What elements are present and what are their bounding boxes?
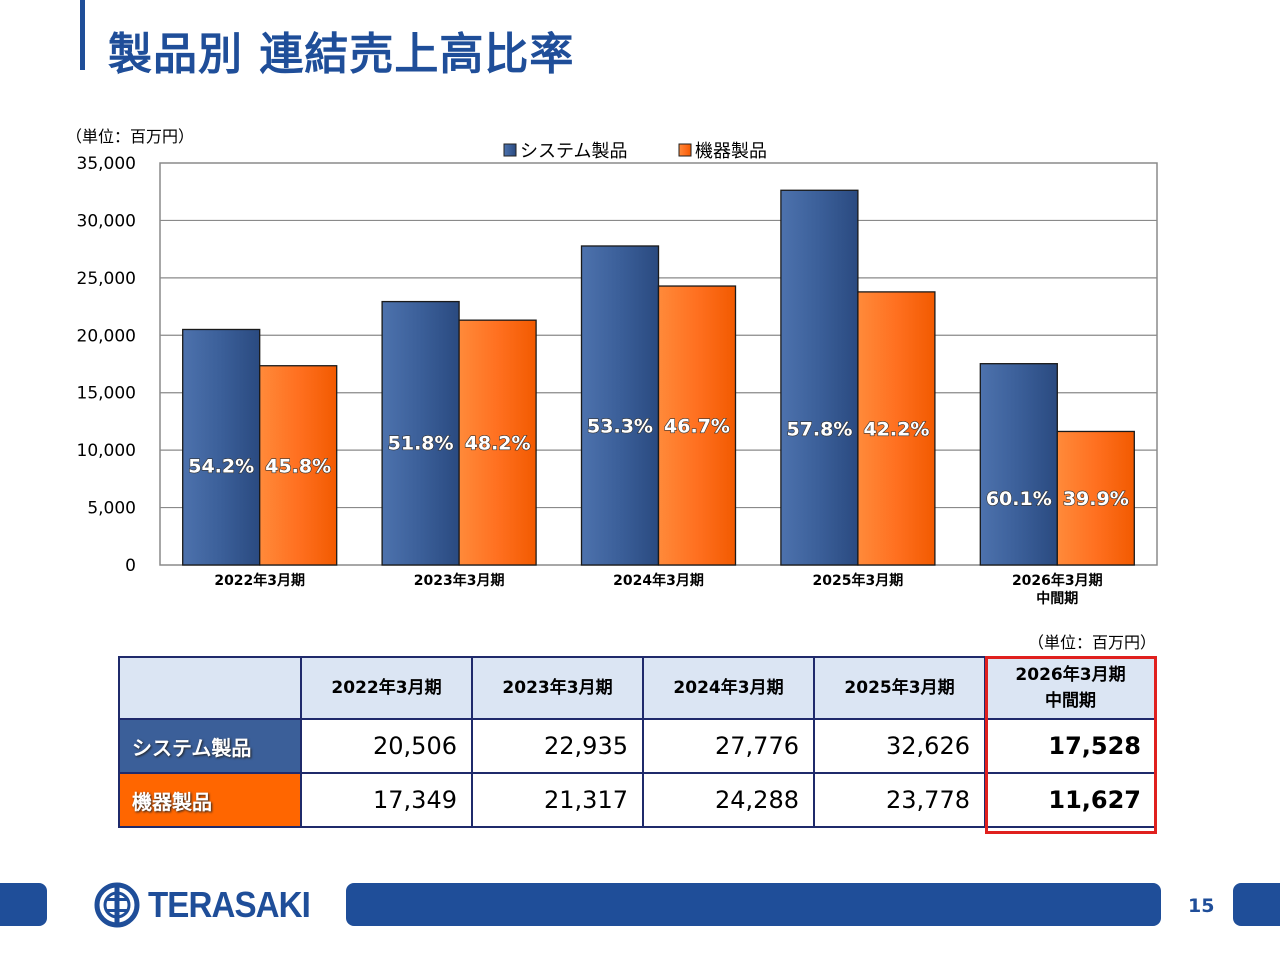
bar-device bbox=[458, 319, 537, 566]
table-cell-highlight: 17,528 bbox=[984, 718, 1157, 774]
y-tick-label: 30,000 bbox=[77, 211, 136, 231]
percent-label: 48.2% bbox=[465, 433, 531, 455]
percent-label: 45.8% bbox=[265, 455, 331, 477]
percent-label: 46.7% bbox=[664, 416, 730, 438]
table-header-cell: 2025年3月期 bbox=[813, 656, 986, 720]
x-tick-label: 2025年3月期 bbox=[813, 572, 904, 589]
table-row: 機器製品 17,349 21,317 24,288 23,778 11,627 bbox=[118, 772, 1157, 828]
table-cell: 17,349 bbox=[300, 772, 473, 828]
x-tick-label: 2026年3月期 bbox=[1012, 572, 1103, 589]
legend-label: システム製品 bbox=[520, 141, 627, 162]
x-tick-label: 2023年3月期 bbox=[414, 572, 505, 589]
bar-system bbox=[182, 328, 261, 566]
footer-bar bbox=[346, 883, 1161, 926]
sales-table: 2022年3月期 2023年3月期 2024年3月期 2025年3月期 2026… bbox=[118, 656, 1157, 828]
chart-unit-label: （単位：百万円） bbox=[66, 127, 195, 146]
table-header-row: 2022年3月期 2023年3月期 2024年3月期 2025年3月期 2026… bbox=[118, 656, 1157, 720]
bar-chart: 0 5,000 10,000 15,000 20,000 25,000 30,000 35,0… bbox=[77, 141, 1158, 607]
bar-system bbox=[979, 363, 1058, 566]
table-cell: 27,776 bbox=[642, 718, 815, 774]
table-row: システム製品 20,506 22,935 27,776 32,626 17,52… bbox=[118, 718, 1157, 774]
x-tick-label: 中間期 bbox=[1036, 590, 1078, 607]
table-cell: 23,778 bbox=[813, 772, 986, 828]
percent-label: 60.1% bbox=[986, 488, 1052, 510]
footer-left-bar bbox=[0, 883, 47, 926]
table-cell: 22,935 bbox=[471, 718, 644, 774]
x-tick-label: 2022年3月期 bbox=[214, 572, 305, 589]
legend-label: 機器製品 bbox=[695, 141, 767, 162]
table-header-cell: 2026年3月期 中間期 bbox=[984, 656, 1157, 720]
page-title: 製品別 連結売上高比率 bbox=[108, 29, 575, 80]
bar-device bbox=[259, 365, 338, 566]
table-cell-highlight: 11,627 bbox=[984, 772, 1157, 828]
table-header-cell: 2022年3月期 bbox=[300, 656, 473, 720]
bar-system bbox=[381, 300, 460, 566]
bar-device bbox=[1056, 430, 1135, 566]
bar-system bbox=[780, 189, 859, 566]
table-header-cell: 2024年3月期 bbox=[642, 656, 815, 720]
x-tick-label: 2024年3月期 bbox=[613, 572, 704, 589]
company-logo: TERASAKI bbox=[94, 882, 324, 928]
y-tick-label: 20,000 bbox=[77, 326, 136, 346]
table-cell: 20,506 bbox=[300, 718, 473, 774]
y-tick-label: 10,000 bbox=[77, 441, 136, 461]
footer-right-bar bbox=[1233, 883, 1280, 926]
percent-label: 42.2% bbox=[863, 418, 929, 440]
percent-label: 54.2% bbox=[188, 455, 254, 477]
legend-swatch bbox=[503, 143, 517, 157]
table-unit-label: （単位：百万円） bbox=[1027, 633, 1156, 652]
title-accent-bar bbox=[80, 0, 85, 70]
percent-label: 57.8% bbox=[786, 418, 852, 440]
logo-text: TERASAKI bbox=[148, 884, 311, 925]
y-tick-label: 15,000 bbox=[77, 384, 136, 404]
table-corner-cell bbox=[118, 656, 302, 720]
table-cell: 24,288 bbox=[642, 772, 815, 828]
y-tick-label: 35,000 bbox=[77, 154, 136, 174]
bar-device bbox=[857, 291, 936, 566]
page-number: 15 bbox=[1188, 895, 1215, 917]
table-header-year: 2026年3月期 bbox=[1015, 665, 1126, 685]
row-label-system: システム製品 bbox=[118, 718, 302, 774]
percent-label: 51.8% bbox=[388, 433, 454, 455]
table-cell: 21,317 bbox=[471, 772, 644, 828]
legend-swatch bbox=[678, 143, 692, 157]
percent-label: 53.3% bbox=[587, 416, 653, 438]
bar-device bbox=[657, 285, 737, 566]
table-cell: 32,626 bbox=[813, 718, 986, 774]
percent-label: 39.9% bbox=[1063, 488, 1129, 510]
y-tick-label: 0 bbox=[125, 556, 136, 576]
bar-system bbox=[580, 245, 660, 566]
y-tick-label: 25,000 bbox=[77, 269, 136, 289]
table-header-interim: 中間期 bbox=[1045, 691, 1096, 711]
y-tick-label: 5,000 bbox=[87, 499, 136, 519]
row-label-device: 機器製品 bbox=[118, 772, 302, 828]
table-header-cell: 2023年3月期 bbox=[471, 656, 644, 720]
terasaki-logo-icon bbox=[94, 882, 140, 928]
